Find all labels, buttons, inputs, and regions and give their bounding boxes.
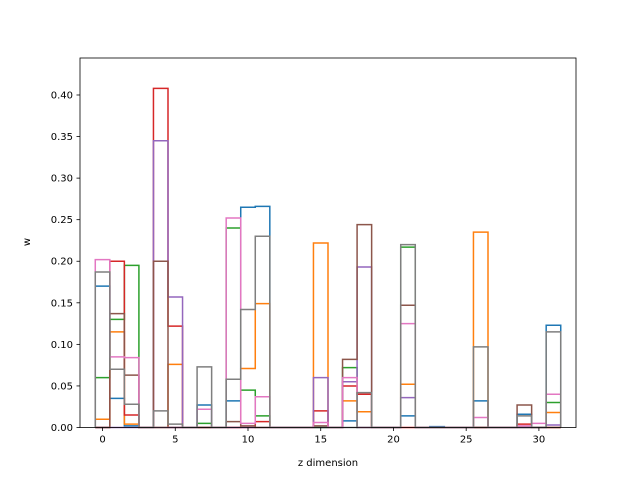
y-axis: 0.00 0.05 0.10 0.15 0.20 0.25 0.30 0.35 0.40: [51, 90, 80, 434]
x-tick-label: 25: [460, 435, 473, 446]
y-tick-label: 0.15: [51, 298, 73, 309]
y-tick-label: 0.00: [51, 423, 73, 434]
x-tick-label: 5: [172, 435, 178, 446]
y-tick-label: 0.20: [51, 257, 73, 268]
x-tick-label: 30: [533, 435, 546, 446]
x-tick-label: 15: [314, 435, 327, 446]
y-tick-label: 0.40: [51, 90, 73, 101]
y-axis-title: w: [22, 238, 33, 246]
y-tick-label: 0.25: [51, 215, 73, 226]
x-axis: 0 5 10 15 20 25 30: [99, 427, 546, 446]
y-tick-label: 0.30: [51, 174, 73, 185]
plot-frame: [79, 57, 577, 428]
y-tick-label: 0.35: [51, 132, 73, 143]
x-tick-label: 10: [242, 435, 255, 446]
x-axis-title: z dimension: [298, 458, 358, 469]
x-tick-label: 0: [99, 435, 105, 446]
x-tick-label: 20: [387, 435, 400, 446]
y-tick-label: 0.10: [51, 340, 73, 351]
y-tick-label: 0.05: [51, 381, 73, 392]
